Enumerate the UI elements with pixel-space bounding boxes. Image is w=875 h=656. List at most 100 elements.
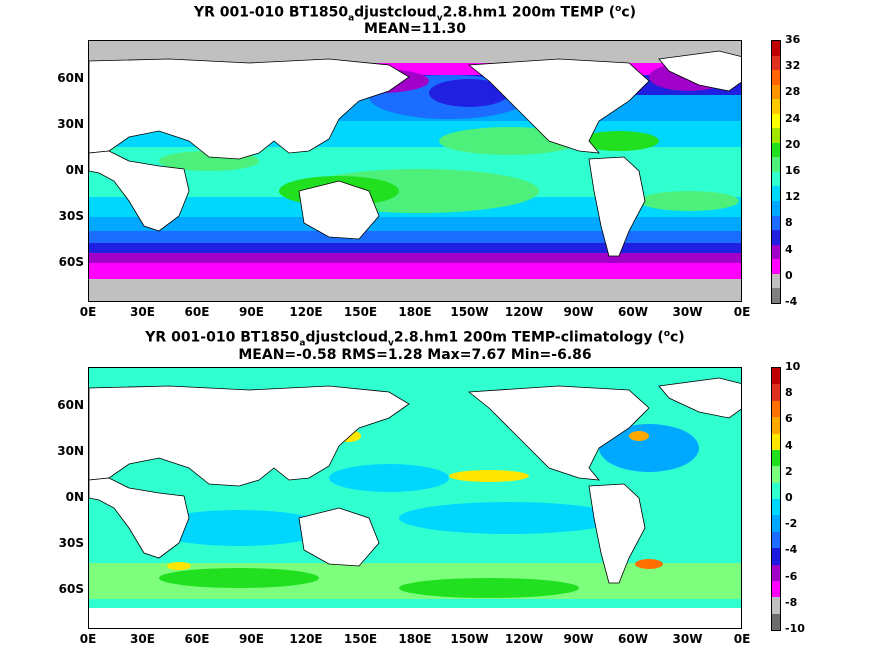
panel-2-lat-label: 60N <box>57 398 84 412</box>
colorbar-segment <box>772 449 780 467</box>
colorbar-segment <box>772 230 780 245</box>
panel-2-map-field <box>89 368 741 628</box>
colorbar-segment <box>772 564 780 581</box>
colorbar-segment <box>772 244 780 260</box>
colorbar-tick-label: 8 <box>785 216 793 230</box>
panel-1-lon-label: 0E <box>733 305 751 319</box>
colorbar-tick-label: 16 <box>785 164 801 177</box>
colorbar-segment <box>772 482 780 499</box>
panel-2-lat-label: 60S <box>58 582 84 596</box>
colorbar-tick-label: 0 <box>785 491 793 504</box>
panel-2-lon-label: 180E <box>398 632 432 646</box>
panel-2-lon-label: 150E <box>343 632 378 646</box>
panel-2-lat-label: 30N <box>57 444 84 458</box>
panel-1-lon-label: 30W <box>672 305 703 319</box>
panel-2-lon-label: 0E <box>79 632 97 646</box>
colorbar-segment <box>772 201 780 216</box>
colorbar-tick-label: -4 <box>785 295 798 308</box>
panel-2-lon-label: 60W <box>618 632 648 646</box>
colorbar-segment <box>772 384 780 401</box>
colorbar-tick-label: 0 <box>785 268 793 282</box>
colorbar-tick-label: -8 <box>785 595 798 609</box>
colorbar-segment <box>772 515 780 532</box>
colorbar-tick-label: 8 <box>785 386 793 400</box>
panel-1-lon-label: 60E <box>184 305 210 319</box>
panel-2-lat-label: 30S <box>58 536 84 550</box>
panel-1-title: YR 001-010 BT1850adjustcloudv2.8.hm1 200… <box>193 4 637 24</box>
panel-2-lon-label: 90E <box>239 632 264 646</box>
colorbar-segment <box>772 55 780 71</box>
panel-1-lat-label: 30S <box>58 209 84 223</box>
colorbar-tick-label: -10 <box>785 622 805 635</box>
panel-1-lon-label: 90E <box>239 305 264 319</box>
colorbar-segment <box>772 84 780 100</box>
panel-2-lon-label: 90W <box>563 632 594 646</box>
colorbar-tick-label: 4 <box>785 242 793 256</box>
colorbar-segment <box>772 400 780 418</box>
colorbar-segment <box>772 41 780 56</box>
panel-1-lon-label: 120E <box>289 305 323 319</box>
panel-1-lat-label: 60N <box>57 71 84 85</box>
colorbar-segment <box>772 142 780 158</box>
panel-1-lon-label: 180E <box>398 305 432 319</box>
colorbar-tick-label: 2 <box>785 464 793 478</box>
colorbar-tick-label: 28 <box>785 85 801 99</box>
colorbar-segment <box>772 128 780 143</box>
panel-2-lon-label: 0E <box>733 632 751 646</box>
colorbar-tick-label: 12 <box>785 190 801 204</box>
panel-1-lat-label: 30N <box>57 117 84 131</box>
panel-2-lat-label: 0N <box>65 490 84 504</box>
panel-1-map-field <box>89 41 741 301</box>
panel-1-lon-label: 60W <box>618 305 648 319</box>
panel-1-lon-label: 30E <box>130 305 155 319</box>
panel-1-lat-label: 60S <box>58 255 84 269</box>
colorbar-tick-label: 4 <box>785 438 793 452</box>
colorbar-segment <box>772 259 780 274</box>
colorbar-segment <box>772 466 780 483</box>
colorbar-segment <box>772 113 780 129</box>
colorbar-segment <box>772 597 780 614</box>
colorbar-segment <box>772 531 780 549</box>
colorbar-segment <box>772 417 780 434</box>
colorbar-segment <box>772 288 780 303</box>
panel-2-map <box>88 367 742 629</box>
colorbar-tick-label: 10 <box>785 360 801 373</box>
panel-1-lon-label: 0E <box>79 305 97 319</box>
panel-1-lat-label: 0N <box>65 163 84 177</box>
panel-1-colorbar <box>771 40 781 304</box>
panel-1-lon-label: 150E <box>343 305 378 319</box>
panel-2-lon-label: 120W <box>504 632 544 646</box>
colorbar-segment <box>772 548 780 565</box>
colorbar-segment <box>772 70 780 85</box>
panel-2-lon-label: 150W <box>450 632 489 646</box>
panel-2-lon-label: 120E <box>289 632 323 646</box>
panel-1-map <box>88 40 742 302</box>
panel-2-subtitle: MEAN=-0.58 RMS=1.28 Max=7.67 Min=-6.86 <box>238 347 592 363</box>
colorbar-segment <box>772 433 780 450</box>
colorbar-segment <box>772 368 780 385</box>
colorbar-segment <box>772 273 780 289</box>
panel-2-title: YR 001-010 BT1850adjustcloudv2.8.hm1 200… <box>145 329 685 349</box>
panel-1-lon-label: 90W <box>563 305 594 319</box>
panel-2-lon-label: 30E <box>130 632 155 646</box>
panel-2-lon-label: 30W <box>672 632 703 646</box>
colorbar-tick-label: -4 <box>785 543 798 557</box>
panel-2-colorbar <box>771 367 781 631</box>
colorbar-tick-label: 32 <box>785 59 801 73</box>
colorbar-segment <box>772 499 780 516</box>
panel-2-lon-label: 60E <box>184 632 210 646</box>
panel-1-subtitle: MEAN=11.30 <box>363 21 467 37</box>
panel-1-lon-label: 120W <box>504 305 544 319</box>
colorbar-tick-label: 6 <box>785 412 793 426</box>
colorbar-tick-label: 36 <box>785 33 801 46</box>
colorbar-tick-label: -6 <box>785 569 798 583</box>
colorbar-segment <box>772 613 780 630</box>
colorbar-tick-label: 20 <box>785 137 801 151</box>
colorbar-segment <box>772 157 780 172</box>
colorbar-segment <box>772 215 780 231</box>
colorbar-tick-label: 24 <box>785 111 801 125</box>
panel-1-lon-label: 150W <box>450 305 489 319</box>
colorbar-tick-label: -2 <box>785 517 798 531</box>
colorbar-segment <box>772 186 780 202</box>
colorbar-segment <box>772 171 780 187</box>
